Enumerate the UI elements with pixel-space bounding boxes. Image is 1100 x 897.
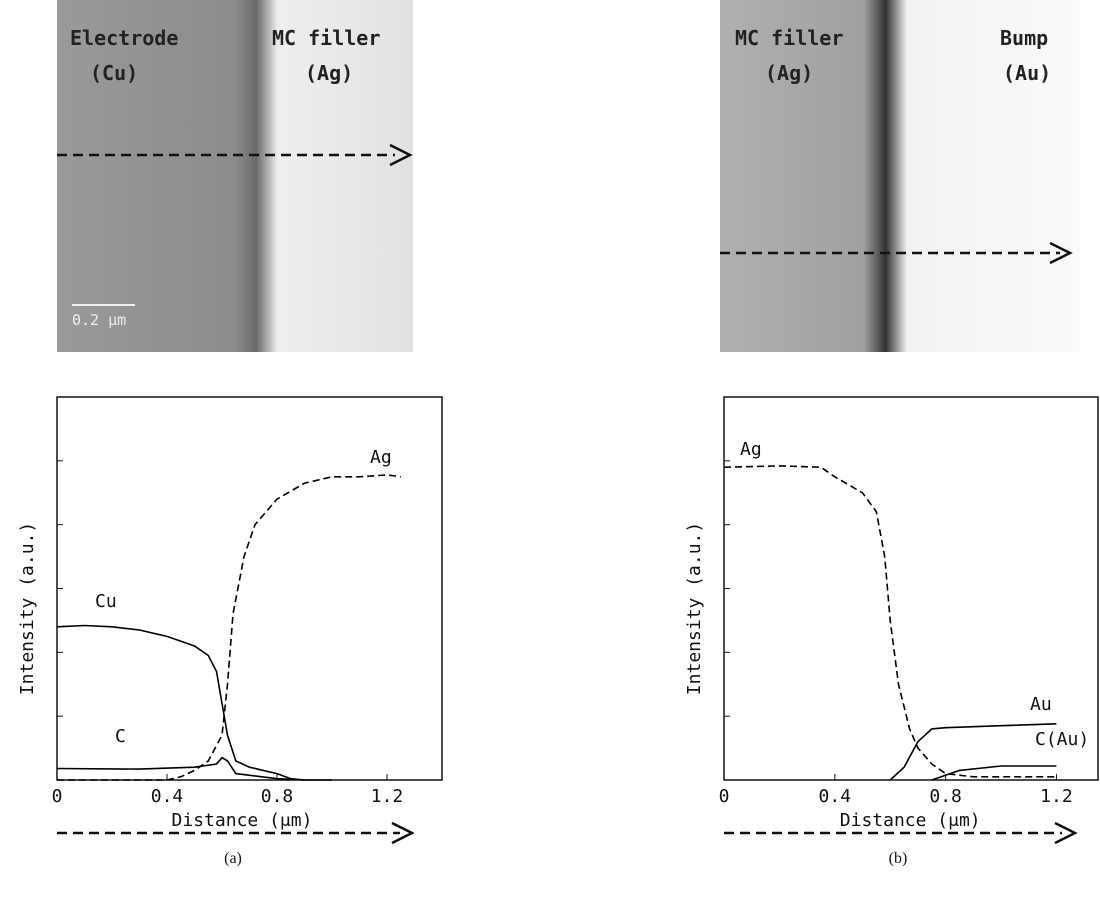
- series-label: Ag: [740, 439, 762, 460]
- x-axis-label: Distance (μm): [840, 810, 981, 831]
- caption: (b): [889, 850, 908, 867]
- series-label: Ag: [370, 447, 392, 468]
- plot-frame: [723, 396, 1099, 781]
- x-tick-label: 0: [52, 786, 63, 807]
- series-line: [723, 465, 1057, 778]
- y-axis-label: Intensity (a.u.): [684, 522, 705, 695]
- y-axis-label: Intensity (a.u.): [17, 522, 38, 695]
- image-label: (Au): [1003, 61, 1051, 85]
- image-label: (Cu): [90, 61, 138, 85]
- series-line: [56, 756, 305, 781]
- x-tick-label: 0.4: [819, 786, 852, 807]
- image-label: (Ag): [765, 61, 813, 85]
- series-line: [56, 624, 332, 781]
- x-tick-label: 1.2: [1040, 786, 1073, 807]
- x-tick-label: 1.2: [371, 786, 404, 807]
- image-label: (Ag): [305, 61, 353, 85]
- series-line: [57, 474, 401, 781]
- series-label: C(Au): [1035, 729, 1089, 750]
- image: [57, 0, 413, 352]
- image-label: MC filler: [272, 26, 380, 50]
- series-line: [889, 723, 1057, 781]
- image: [720, 0, 1080, 352]
- series-label: C: [115, 726, 126, 747]
- arrow-head: [389, 143, 413, 167]
- series-label: Cu: [95, 591, 117, 612]
- arrow-head: [1054, 821, 1078, 845]
- series-line: [931, 765, 1057, 781]
- caption: (a): [224, 850, 242, 867]
- x-tick-label: 0.8: [929, 786, 962, 807]
- bottom-arrows: [57, 821, 1078, 845]
- micrograph-a: Electrode (Cu) MC filler (Ag) 0.2 μm: [57, 0, 413, 352]
- arrow-head: [1049, 241, 1073, 265]
- x-tick-label: 0: [719, 786, 730, 807]
- arrow-head: [391, 821, 415, 845]
- x-tick-label: 0.4: [151, 786, 184, 807]
- x-tick-label: 0.8: [261, 786, 294, 807]
- image-label: Bump: [1000, 26, 1048, 50]
- series-label: Au: [1030, 694, 1052, 715]
- x-axis-label: Distance (μm): [172, 810, 313, 831]
- scale-bar-label: 0.2 μm: [72, 311, 126, 329]
- image-label: Electrode: [70, 26, 178, 50]
- micrograph-b: MC filler (Ag) Bump (Au): [720, 0, 1080, 352]
- image-label: MC filler: [735, 26, 843, 50]
